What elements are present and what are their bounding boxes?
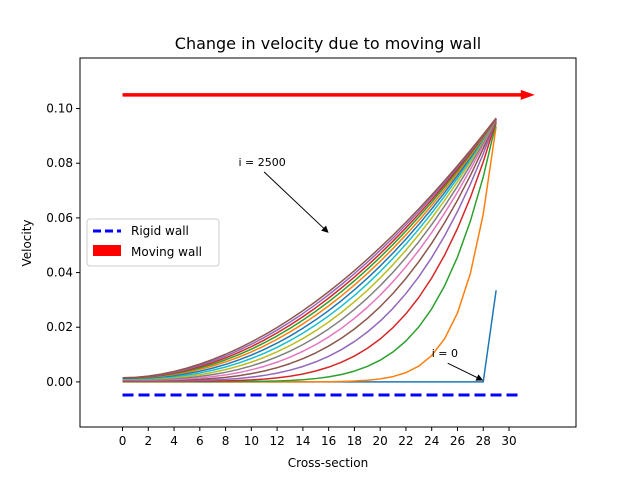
- velocity-profile-line: [122, 118, 497, 379]
- y-tick-label: 0.02: [46, 320, 73, 334]
- y-axis: 0.00 0.02 0.04 0.06 0.08 0.10: [46, 102, 80, 389]
- velocity-profile-line: [122, 118, 497, 381]
- y-tick-label: 0.00: [46, 375, 73, 389]
- x-tick-label: 6: [196, 434, 204, 448]
- y-tick-label: 0.10: [46, 102, 73, 116]
- walls-layer: [122, 89, 535, 397]
- annotation-arrow-head: [321, 225, 329, 233]
- x-axis: 0 2 4 6 8 10 12 14 16 18 20 22 24 26 28 30: [119, 427, 517, 448]
- x-tick-label: 22: [398, 434, 413, 448]
- velocity-profile-line: [122, 117, 497, 379]
- annotation-arrow-line: [447, 362, 482, 381]
- x-tick-label: 30: [501, 434, 516, 448]
- velocity-profile-line: [122, 118, 497, 379]
- y-tick-label: 0.08: [46, 156, 73, 170]
- y-tick-label: 0.06: [46, 211, 73, 225]
- legend: Rigid wall Moving wall: [86, 218, 220, 267]
- x-tick-label: 16: [321, 434, 336, 448]
- x-tick-label: 18: [347, 434, 362, 448]
- annotation-arrow-line: [263, 171, 328, 232]
- legend-moving-wall-swatch: [93, 245, 121, 256]
- x-tick-label: 8: [222, 434, 230, 448]
- annotation-label: i = 2500: [238, 156, 285, 169]
- x-axis-label: Cross-section: [288, 456, 368, 470]
- x-tick-label: 10: [244, 434, 259, 448]
- x-tick-label: 20: [373, 434, 388, 448]
- velocity-profile-line: [122, 118, 497, 379]
- x-tick-label: 26: [450, 434, 465, 448]
- legend-rigid-wall-label: Rigid wall: [131, 224, 189, 238]
- x-tick-label: 28: [476, 434, 491, 448]
- annotation-layer: i = 2500 i = 0: [238, 156, 484, 381]
- annotation-arrow-head: [475, 374, 484, 381]
- legend-moving-wall-label: Moving wall: [131, 245, 202, 259]
- velocity-profile-line: [122, 118, 497, 382]
- velocity-profile-line: [122, 118, 497, 381]
- annotation-label: i = 0: [432, 347, 458, 360]
- x-tick-label: 2: [144, 434, 152, 448]
- x-tick-label: 0: [119, 434, 127, 448]
- velocity-profile-line: [122, 118, 497, 380]
- series-layer: [122, 117, 497, 383]
- chart-title: Change in velocity due to moving wall: [175, 34, 481, 53]
- y-tick-label: 0.04: [46, 266, 73, 280]
- moving-wall-arrow-head: [520, 89, 535, 100]
- x-tick-label: 4: [170, 434, 178, 448]
- velocity-profile-line: [122, 118, 497, 380]
- velocity-profile-line: [122, 118, 497, 379]
- x-tick-label: 14: [295, 434, 310, 448]
- y-axis-label: Velocity: [20, 219, 34, 266]
- x-tick-label: 24: [424, 434, 439, 448]
- velocity-profile-line: [122, 117, 497, 379]
- plot-frame: [79, 57, 577, 428]
- x-tick-label: 12: [269, 434, 284, 448]
